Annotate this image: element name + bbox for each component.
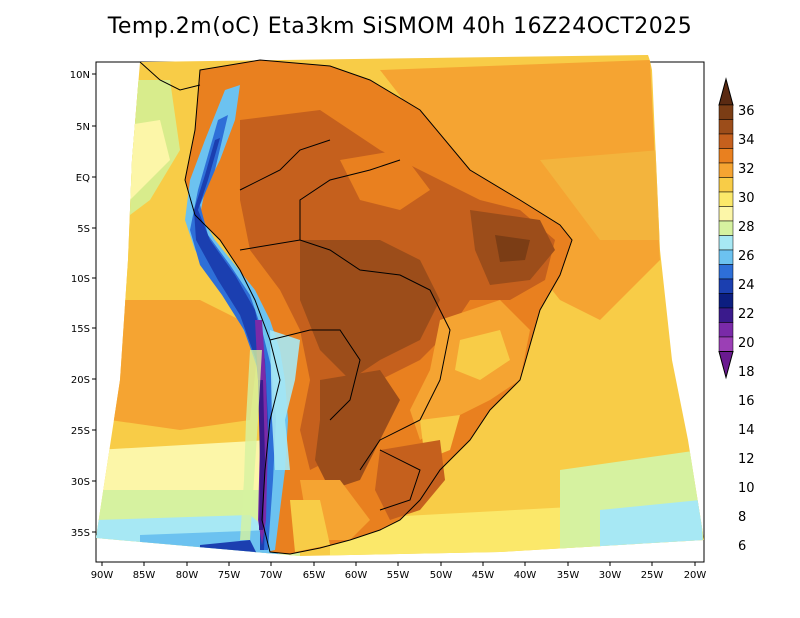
lat-label: 30S xyxy=(71,477,90,488)
colorbar-label: 34 xyxy=(738,133,755,148)
colorbar-label: 28 xyxy=(738,220,755,235)
colorbar-label: 18 xyxy=(738,365,755,380)
colorbar-segment xyxy=(718,336,734,352)
country-borders xyxy=(139,59,573,555)
colorbar-segment xyxy=(718,119,734,135)
colorbar-segment xyxy=(718,322,734,338)
colorbar-segment xyxy=(718,220,734,236)
map-title: Temp.2m(oC) Eta3km SiSMOM 40h 16Z24OCT20… xyxy=(107,14,693,39)
lon-label: 85W xyxy=(133,570,156,581)
colorbar-segment xyxy=(718,307,734,323)
colorbar-label: 10 xyxy=(738,481,755,496)
colorbar-segment xyxy=(718,278,734,294)
latitude-axis: 10N 5N EQ 5S 10S 15S 20S 25S 30S 35S xyxy=(70,70,96,539)
lon-label: 90W xyxy=(91,570,114,581)
colorbar-label: 32 xyxy=(738,162,755,177)
colorbar-segment xyxy=(718,133,734,149)
colorbar-label: 14 xyxy=(738,423,755,438)
colorbar-label: 24 xyxy=(738,278,755,293)
colorbar-segment xyxy=(718,177,734,193)
lat-label: 20S xyxy=(71,375,90,386)
lat-label: 35S xyxy=(71,528,90,539)
colorbar-segment xyxy=(718,249,734,265)
longitude-axis: 90W 85W 80W 75W 70W 65W 60W 55W 50W 45W … xyxy=(91,562,707,581)
lon-label: 20W xyxy=(684,570,707,581)
colorbar-max-arrow xyxy=(718,77,734,106)
colorbar-label: 12 xyxy=(738,452,755,467)
colorbar-segment xyxy=(718,148,734,164)
lat-label: 10N xyxy=(70,70,90,81)
lon-label: 70W xyxy=(260,570,283,581)
colorbar-segment xyxy=(718,104,734,120)
colorbar-segment xyxy=(718,293,734,309)
colorbar-label: 20 xyxy=(738,336,755,351)
colorbar-label: 36 xyxy=(738,104,755,119)
lon-label: 35W xyxy=(557,570,580,581)
colorbar-label: 16 xyxy=(738,394,755,409)
lon-label: 65W xyxy=(303,570,326,581)
colorbar-segment xyxy=(718,264,734,280)
lon-label: 75W xyxy=(218,570,241,581)
colorbar-label: 30 xyxy=(738,191,755,206)
lat-label: 10S xyxy=(71,274,90,285)
lon-label: 45W xyxy=(472,570,495,581)
lon-label: 30W xyxy=(599,570,622,581)
colorbar-label: 26 xyxy=(738,249,755,264)
colorbar-label: 8 xyxy=(738,510,746,525)
lon-label: 80W xyxy=(176,570,199,581)
lon-label: 60W xyxy=(345,570,368,581)
colorbar-label: 22 xyxy=(738,307,755,322)
colorbar: 36 34 32 30 28 26 24 22 20 18 16 14 12 1… xyxy=(718,77,755,554)
temperature-field xyxy=(96,55,704,556)
lat-label: 5S xyxy=(77,224,90,235)
colorbar-segment xyxy=(718,162,734,178)
lon-label: 25W xyxy=(641,570,664,581)
lat-label: 5N xyxy=(76,122,90,133)
lon-label: 50W xyxy=(430,570,453,581)
colorbar-label: 6 xyxy=(738,539,746,554)
lon-label: 40W xyxy=(514,570,537,581)
lat-label: 25S xyxy=(71,426,90,437)
colorbar-segment xyxy=(718,191,734,207)
colorbar-segment xyxy=(718,206,734,222)
lat-label: 15S xyxy=(71,324,90,335)
lon-label: 55W xyxy=(387,570,410,581)
lat-label: EQ xyxy=(76,173,90,184)
colorbar-min-arrow xyxy=(718,351,734,380)
colorbar-segment xyxy=(718,235,734,251)
